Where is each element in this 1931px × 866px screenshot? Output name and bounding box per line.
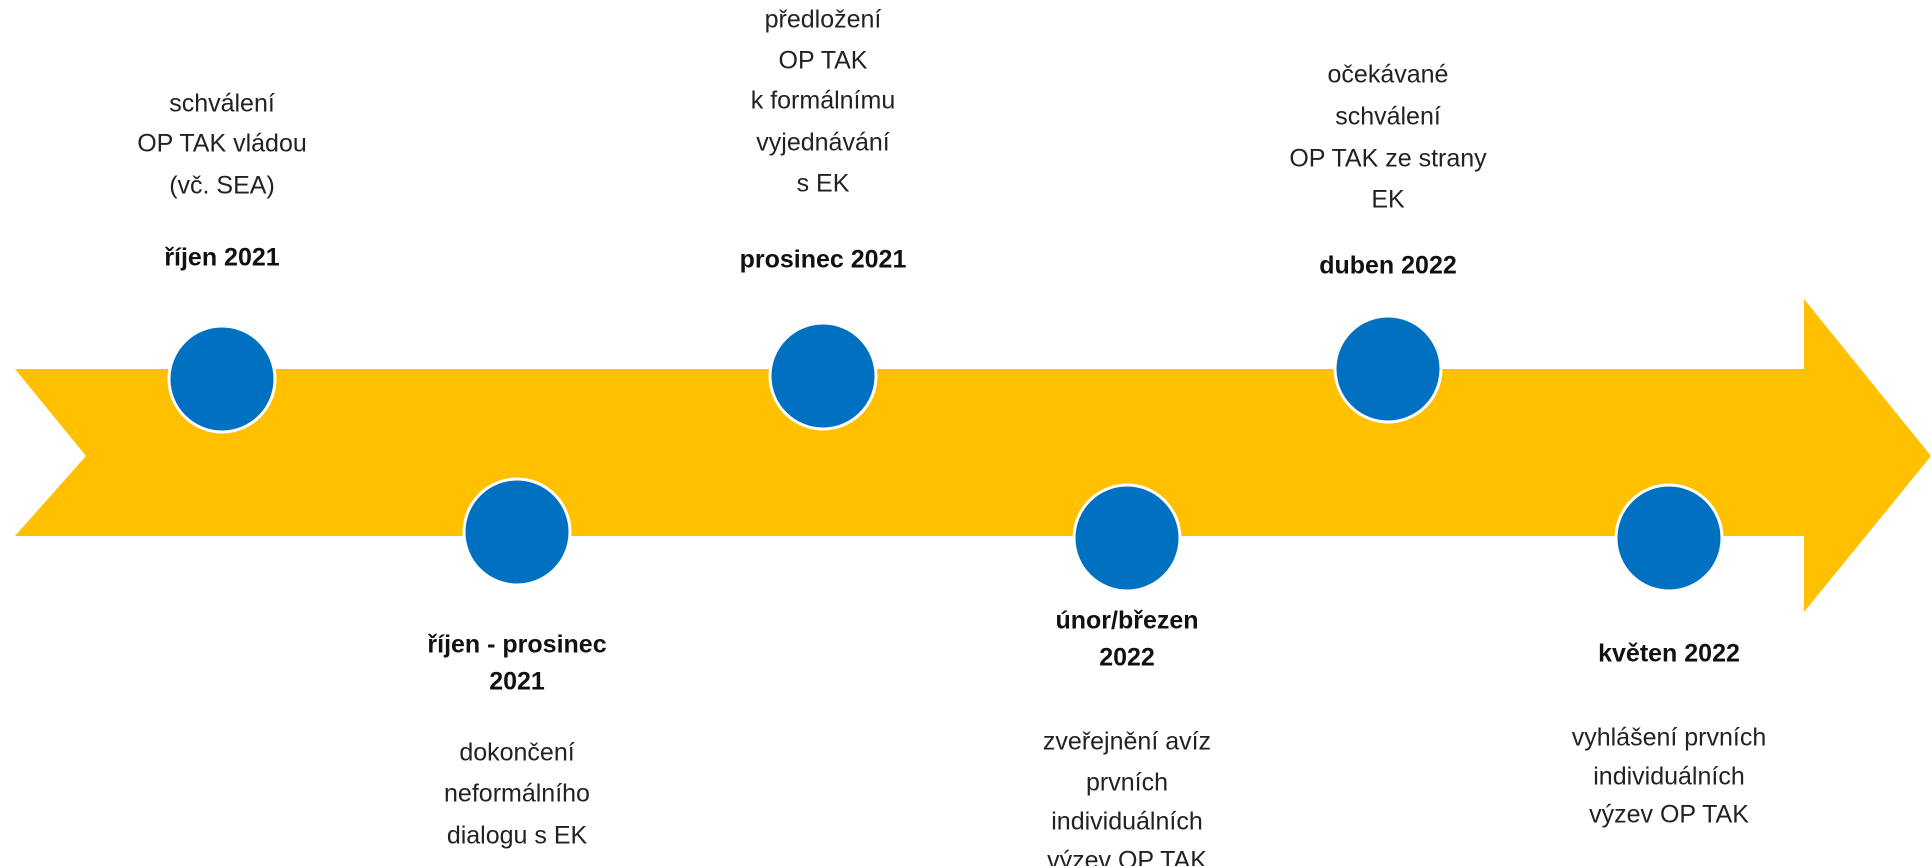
milestone-dot [1072, 483, 1182, 593]
event-date: říjen - prosinec [427, 631, 606, 659]
event-date: 2022 [1099, 644, 1155, 672]
milestone-dot [1333, 314, 1443, 424]
event-description: OP TAK ze strany [1289, 145, 1487, 173]
event-description: výzev OP TAK [1589, 801, 1749, 829]
event-description: dialogu s EK [447, 822, 588, 850]
milestone-dot [167, 324, 277, 434]
milestone-dot [768, 321, 878, 431]
event-description: předložení [765, 6, 882, 34]
event-description: schválení [1335, 103, 1441, 131]
milestone-dot [462, 477, 572, 587]
event-description: individuálních [1593, 763, 1745, 791]
event-description: prvních [1086, 769, 1168, 797]
event-description: výzev OP TAK [1047, 847, 1207, 866]
event-date: 2021 [489, 668, 545, 696]
event-date: únor/březen [1055, 607, 1198, 635]
event-description: neformálního [444, 780, 590, 808]
event-description: OP TAK vládou [137, 130, 307, 158]
milestone-dot [1614, 483, 1724, 593]
event-description: vyjednávání [756, 129, 889, 157]
event-date: říjen 2021 [164, 244, 279, 272]
event-description: s EK [797, 170, 850, 198]
event-date: prosinec 2021 [740, 246, 907, 274]
event-description: (vč. SEA) [169, 172, 275, 200]
event-date: duben 2022 [1319, 252, 1457, 280]
event-description: schválení [169, 90, 275, 118]
event-description: dokončení [459, 739, 574, 767]
event-description: OP TAK [779, 47, 868, 75]
event-description: individuálních [1051, 808, 1203, 836]
milestones [167, 314, 1724, 593]
event-description: k formálnímu [751, 87, 895, 115]
event-description: vyhlášení prvních [1572, 724, 1767, 752]
event-description: EK [1371, 186, 1405, 214]
event-date: květen 2022 [1598, 640, 1740, 668]
event-description: očekávané [1328, 61, 1449, 89]
event-description: zveřejnění avíz [1043, 728, 1211, 756]
